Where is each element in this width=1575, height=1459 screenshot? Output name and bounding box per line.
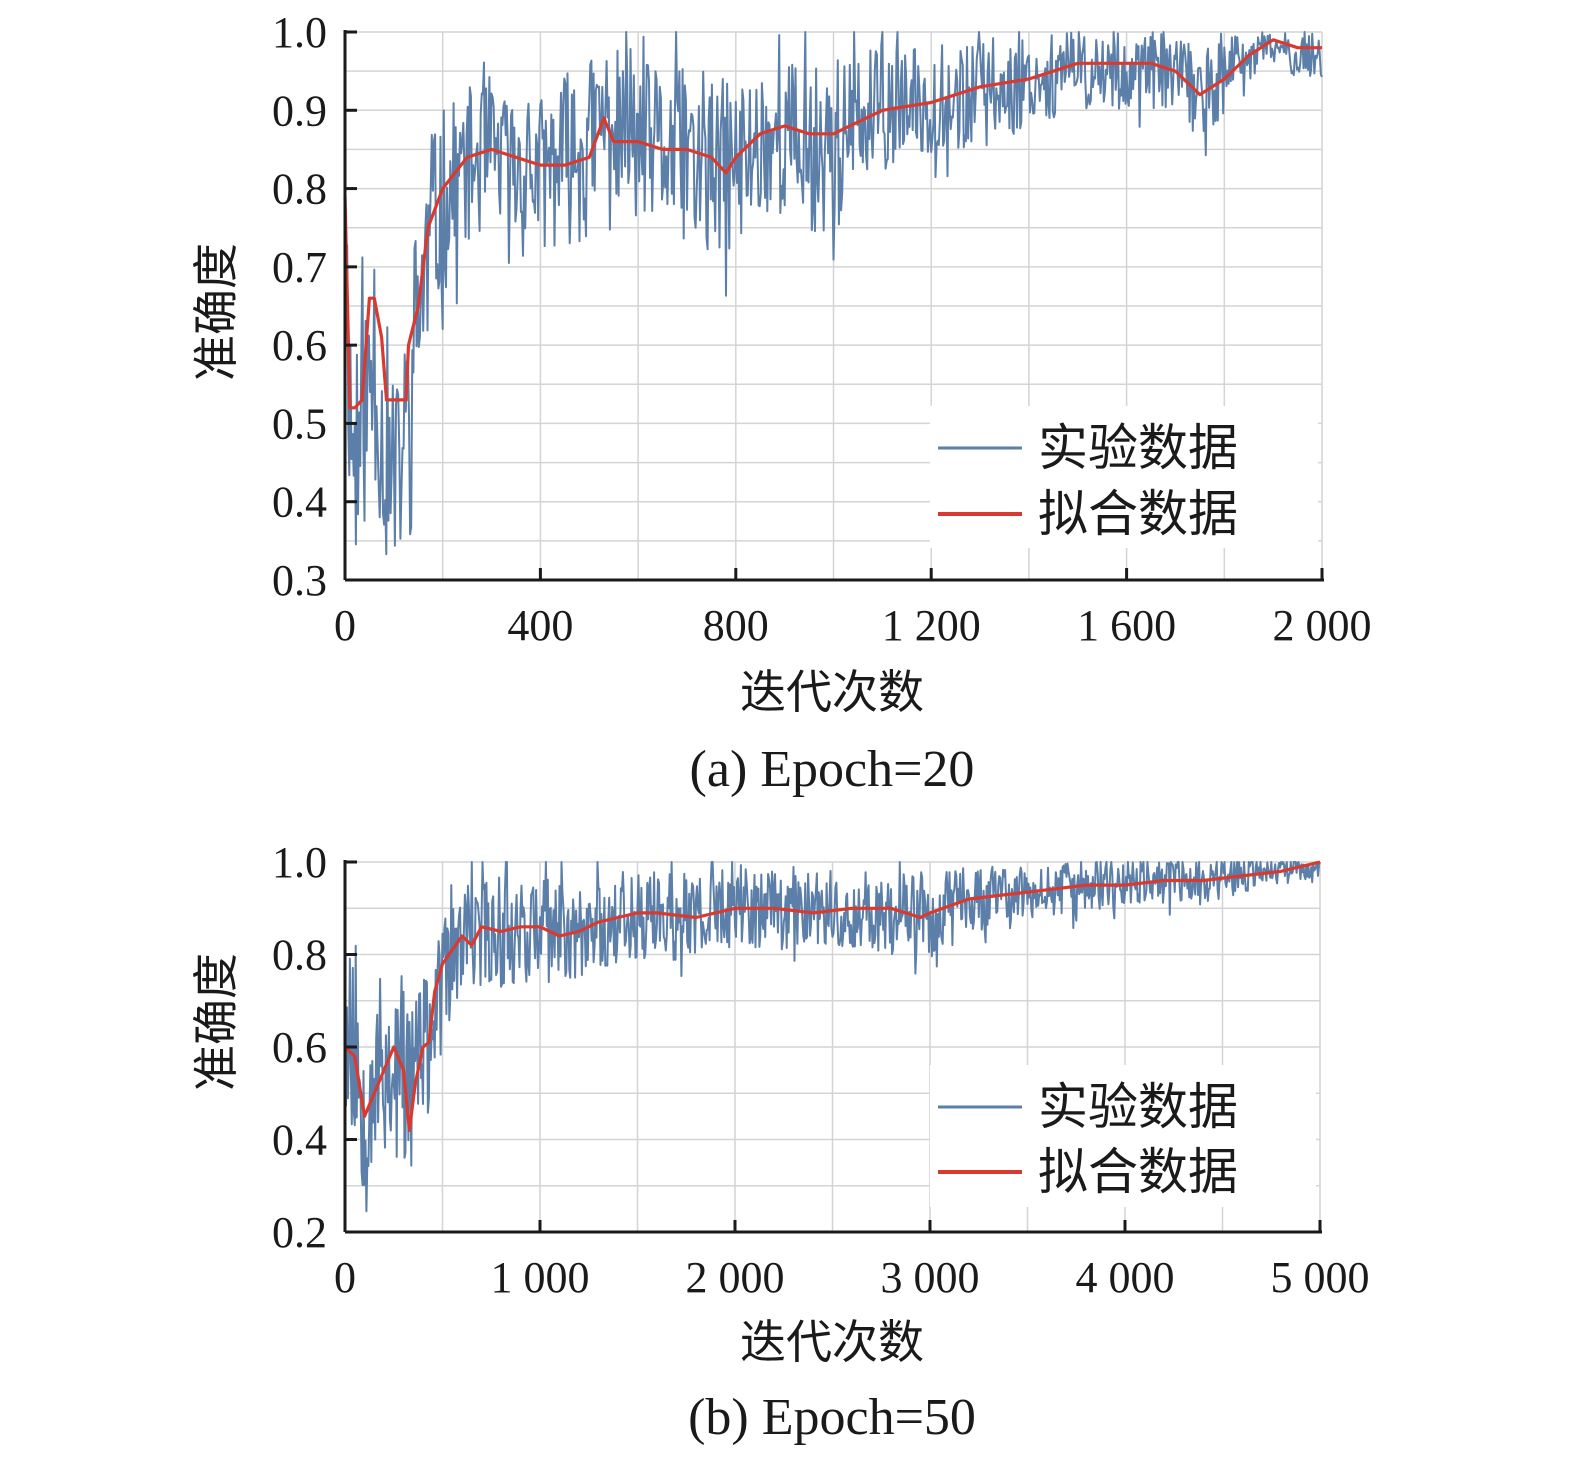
x-tick-label: 3 000 — [881, 1253, 980, 1302]
y-tick-label: 0.8 — [272, 931, 327, 980]
x-tick-label: 0 — [334, 601, 356, 650]
chart-b-legend: 实验数据 拟合数据 — [930, 1065, 1316, 1207]
y-tick-label: 0.5 — [272, 399, 327, 448]
chart-a-legend-label-experimental: 实验数据 — [1038, 420, 1238, 476]
legend-background — [930, 406, 1318, 548]
y-tick-label: 0.8 — [272, 165, 327, 214]
chart-b-legend-label-experimental: 实验数据 — [1038, 1079, 1238, 1135]
x-tick-label: 1 600 — [1077, 601, 1176, 650]
y-tick-label: 0.3 — [272, 556, 327, 605]
x-tick-label: 2 000 — [686, 1253, 785, 1302]
x-tick-label: 1 200 — [882, 601, 981, 650]
chart-b-axes — [343, 860, 1322, 1234]
series-line-fitted — [343, 38, 1322, 410]
chart-a-caption: (a) Epoch=20 — [690, 741, 975, 798]
chart-a-tick-labels: 0.3 0.4 0.5 0.6 0.7 0.8 0.9 1.0 0 400 800 1 200 1 60… — [272, 8, 1372, 650]
y-tick-label: 1.0 — [272, 838, 327, 887]
y-tick-label: 0.2 — [272, 1208, 327, 1257]
chart-a-xlabel: 迭代次数 — [740, 667, 924, 718]
x-tick-label: 4 000 — [1076, 1253, 1175, 1302]
chart-b-xlabel: 迭代次数 — [740, 1317, 924, 1368]
x-tick-label: 800 — [703, 601, 769, 650]
series-line-experimental — [344, 861, 1321, 1213]
y-tick-label: 0.7 — [272, 243, 327, 292]
chart-b-series — [343, 860, 1321, 1213]
chart-epoch-20: 0.3 0.4 0.5 0.6 0.7 0.8 0.9 1.0 0 400 800 1 200 1 60… — [191, 8, 1372, 798]
series-line-experimental — [344, 31, 1323, 556]
chart-b-ylabel: 准确度 — [191, 953, 242, 1091]
y-tick-label: 1.0 — [272, 8, 327, 57]
legend-background — [930, 1065, 1316, 1207]
x-tick-label: 400 — [507, 601, 573, 650]
series-line-fitted — [343, 860, 1321, 1132]
chart-b-caption: (b) Epoch=50 — [688, 1389, 976, 1446]
x-tick-label: 5 000 — [1271, 1253, 1370, 1302]
chart-b-legend-label-fitted: 拟合数据 — [1038, 1144, 1238, 1200]
chart-b-tick-labels: 0.2 0.4 0.6 0.8 1.0 0 1 000 2 000 3 000 4 000 5 00… — [272, 838, 1370, 1302]
y-tick-label: 0.9 — [272, 86, 327, 135]
x-tick-label: 0 — [334, 1253, 356, 1302]
chart-a-series — [343, 31, 1323, 556]
chart-epoch-50: 0.2 0.4 0.6 0.8 1.0 0 1 000 2 000 3 000 4 000 5 00… — [191, 838, 1370, 1446]
x-tick-label: 1 000 — [491, 1253, 590, 1302]
x-tick-label: 2 000 — [1273, 601, 1372, 650]
chart-a-ylabel: 准确度 — [191, 243, 242, 381]
chart-a-legend: 实验数据 拟合数据 — [930, 406, 1318, 548]
y-tick-label: 0.4 — [272, 478, 327, 527]
y-tick-label: 0.6 — [272, 321, 327, 370]
chart-a-legend-label-fitted: 拟合数据 — [1038, 486, 1238, 542]
y-tick-label: 0.6 — [272, 1023, 327, 1072]
chart-a-axes — [343, 30, 1324, 582]
y-tick-label: 0.4 — [272, 1116, 327, 1165]
